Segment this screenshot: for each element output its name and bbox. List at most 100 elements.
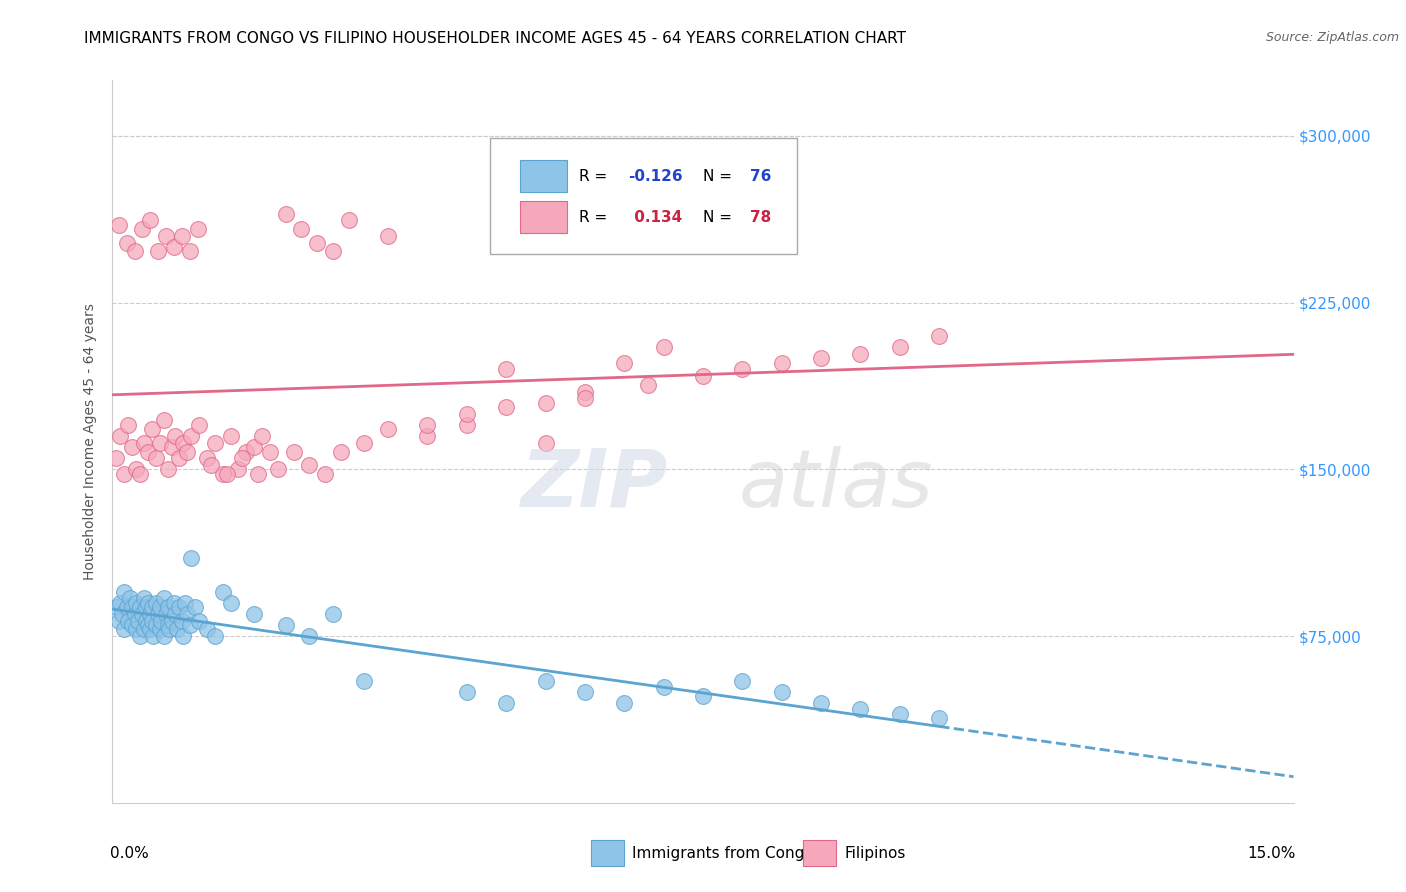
Point — [105, 451, 128, 466]
Point — [188, 614, 211, 628]
Bar — [803, 840, 837, 866]
Point — [534, 395, 557, 409]
Point — [112, 584, 135, 599]
Point — [274, 207, 297, 221]
Point — [112, 623, 135, 637]
Point — [150, 614, 173, 628]
Point — [166, 623, 188, 637]
Point — [849, 347, 872, 361]
Point — [243, 607, 266, 621]
Point — [155, 607, 177, 621]
Point — [170, 614, 193, 628]
Point — [117, 417, 139, 432]
Point — [652, 680, 675, 694]
Point — [139, 213, 162, 227]
Point — [574, 384, 596, 399]
Point — [928, 329, 950, 343]
Text: -0.126: -0.126 — [628, 169, 683, 184]
Point — [195, 623, 218, 637]
Text: 0.134: 0.134 — [628, 210, 682, 225]
Point — [247, 467, 270, 481]
Bar — [591, 840, 624, 866]
Point — [204, 629, 226, 643]
Point — [172, 435, 194, 450]
Point — [495, 362, 517, 376]
Point — [188, 417, 211, 432]
Text: N =: N = — [703, 210, 737, 225]
Point — [127, 614, 149, 628]
Point — [274, 618, 297, 632]
Point — [810, 351, 832, 366]
Point — [200, 458, 222, 472]
Point — [228, 462, 250, 476]
Text: Immigrants from Congo: Immigrants from Congo — [633, 846, 814, 861]
Text: R =: R = — [579, 210, 612, 225]
Point — [495, 696, 517, 710]
Point — [290, 222, 312, 236]
Point — [298, 458, 321, 472]
Text: N =: N = — [703, 169, 737, 184]
Point — [416, 429, 439, 443]
Point — [121, 440, 143, 454]
Point — [121, 618, 143, 632]
Point — [495, 400, 517, 414]
Point — [416, 417, 439, 432]
Point — [176, 444, 198, 458]
Point — [204, 435, 226, 450]
Point — [156, 600, 179, 615]
Point — [235, 444, 257, 458]
Point — [149, 435, 172, 450]
Point — [121, 600, 143, 615]
Point — [180, 551, 202, 566]
Point — [692, 689, 714, 703]
Point — [107, 614, 129, 628]
Point — [322, 607, 344, 621]
Point — [637, 377, 659, 392]
Point — [136, 444, 159, 458]
Point — [132, 435, 155, 450]
Point — [283, 444, 305, 458]
Point — [174, 596, 197, 610]
Point — [118, 591, 141, 606]
Point — [219, 429, 242, 443]
Point — [139, 607, 162, 621]
Point — [105, 600, 128, 615]
Bar — [520, 160, 567, 193]
Point — [849, 702, 872, 716]
Point — [124, 607, 146, 621]
Point — [889, 706, 911, 721]
Point — [129, 600, 152, 615]
Point — [770, 684, 793, 698]
Point — [231, 451, 253, 466]
Point — [132, 623, 155, 637]
Point — [132, 591, 155, 606]
Point — [136, 618, 159, 632]
Point — [125, 462, 148, 476]
Point — [115, 235, 138, 250]
Point — [810, 696, 832, 710]
Text: Filipinos: Filipinos — [845, 846, 905, 861]
Point — [129, 467, 152, 481]
Text: 0.0%: 0.0% — [110, 847, 149, 861]
Point — [456, 684, 478, 698]
Point — [125, 596, 148, 610]
Point — [124, 244, 146, 259]
Point — [169, 451, 191, 466]
Point — [115, 600, 138, 615]
Point — [110, 429, 132, 443]
Point — [165, 429, 187, 443]
Point — [157, 623, 180, 637]
Point — [215, 467, 238, 481]
Point — [152, 629, 174, 643]
Point — [329, 444, 352, 458]
Point — [195, 451, 218, 466]
Point — [149, 600, 172, 615]
Point — [534, 435, 557, 450]
Text: atlas: atlas — [738, 446, 934, 524]
Point — [135, 614, 157, 628]
Point — [211, 467, 233, 481]
Point — [117, 614, 139, 628]
Point — [322, 244, 344, 259]
Point — [184, 600, 207, 615]
Point — [180, 429, 202, 443]
